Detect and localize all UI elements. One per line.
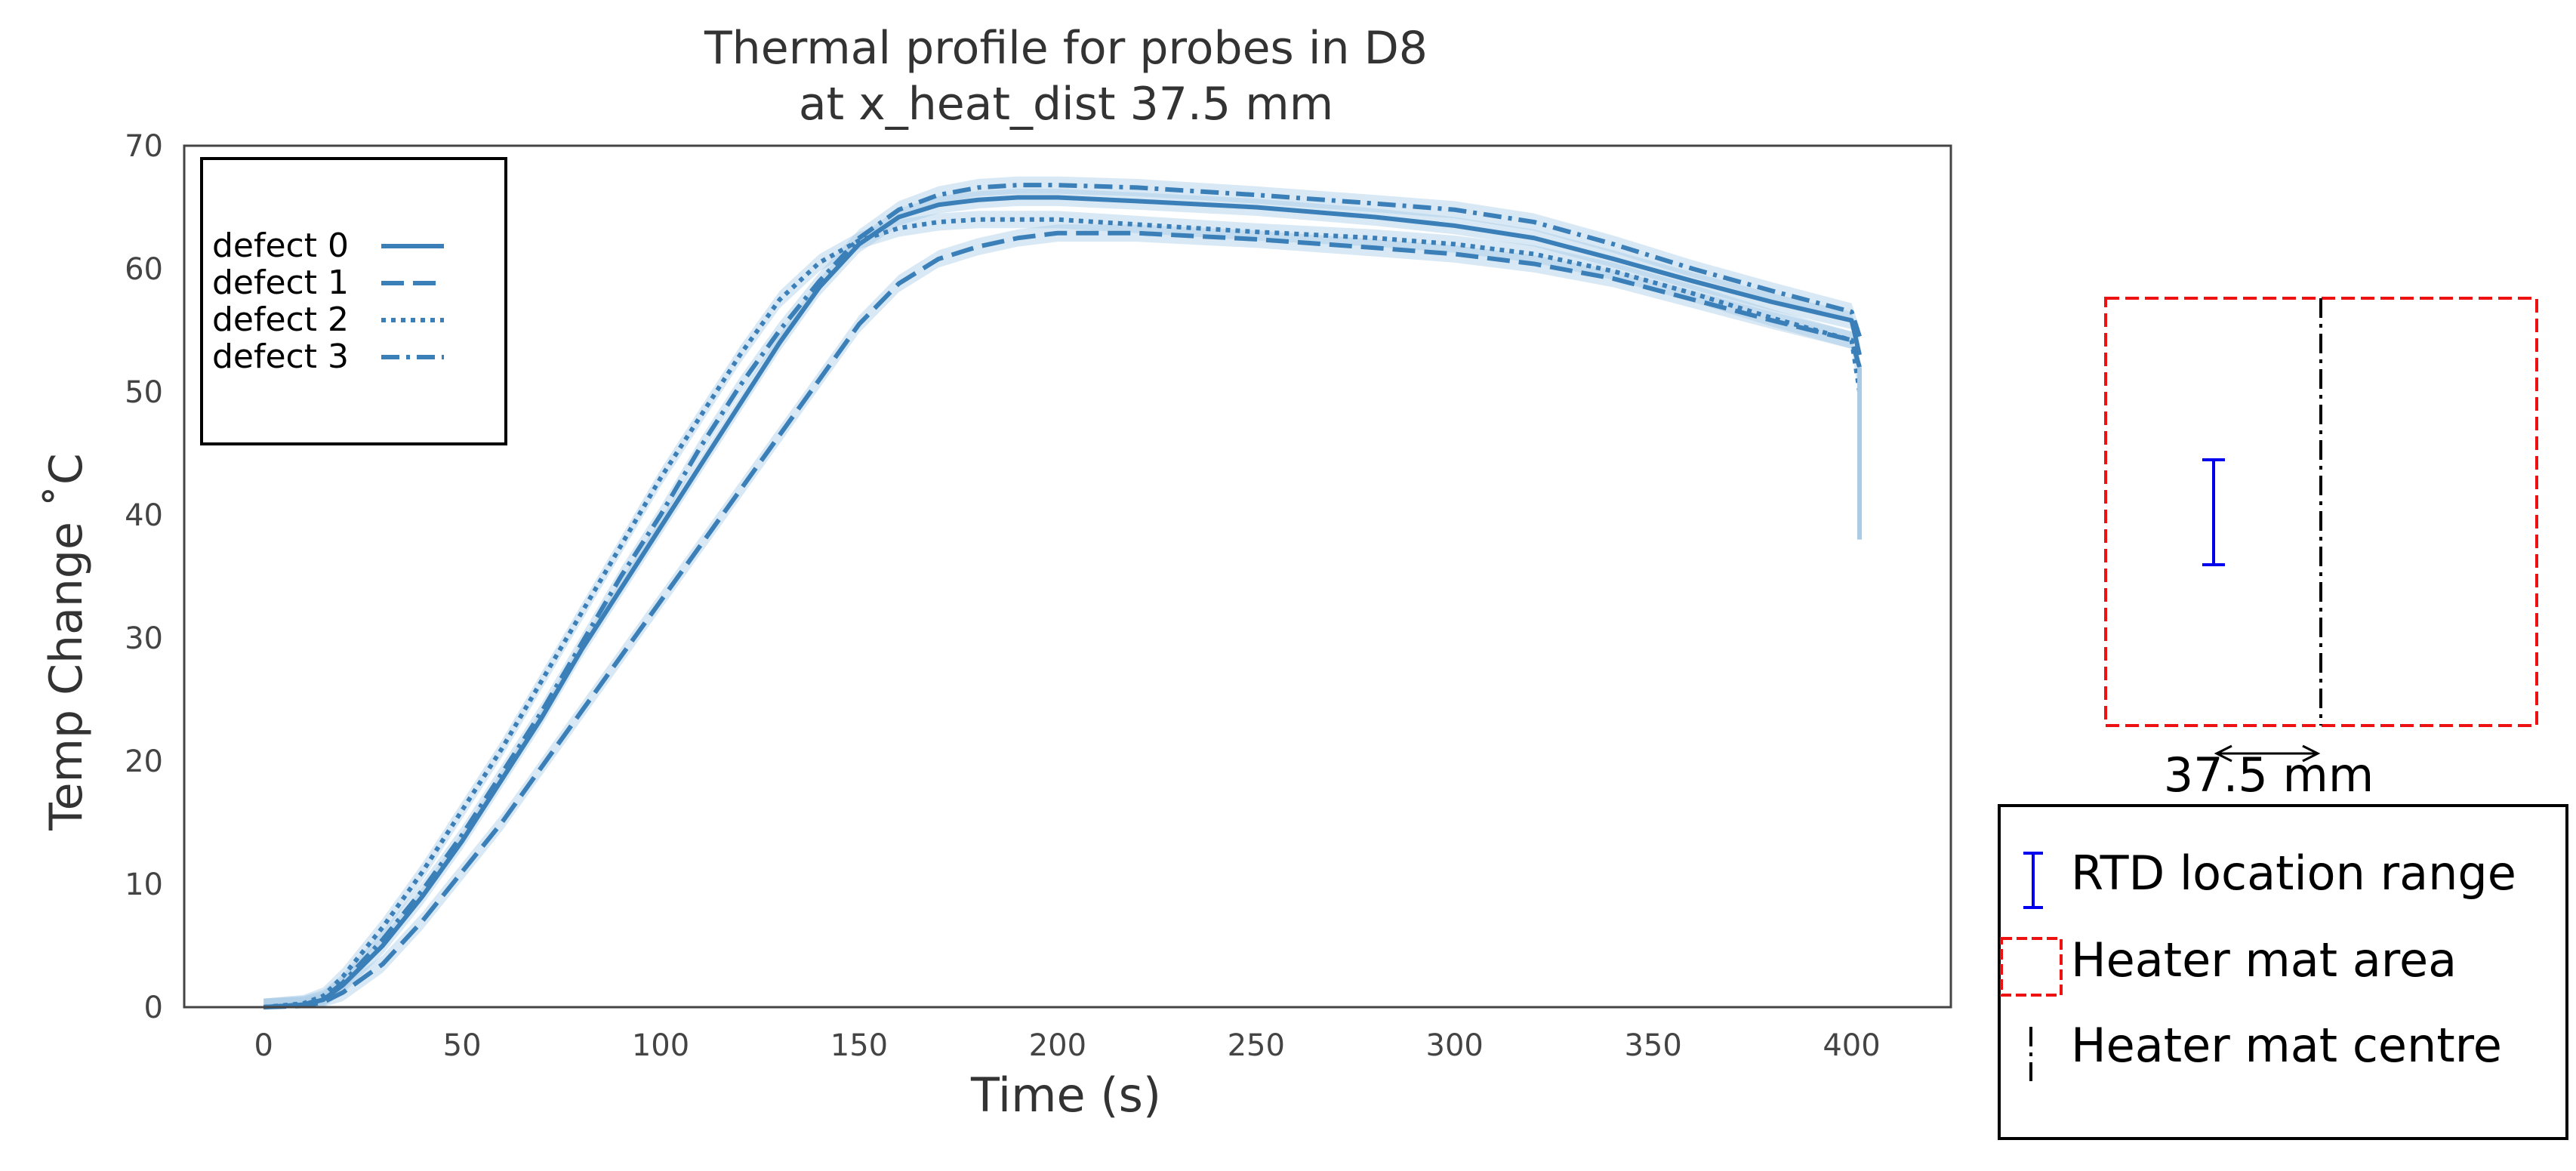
series-line-3 [263, 183, 1862, 1009]
series-line-1 [263, 230, 1862, 1009]
y-tick-label: 40 [125, 498, 163, 533]
legend-label-1: defect 1 [212, 263, 349, 302]
x-axis-label: Time (s) [970, 1068, 1161, 1123]
heater-mat-area [2104, 297, 2538, 727]
y-tick-label: 30 [125, 621, 163, 656]
legend-item-centre: Heater mat centre [2029, 1018, 2502, 1081]
legend-item-rtd: RTD location range [2023, 846, 2516, 909]
heater-mat-schematic: 37.5 mm [2104, 297, 2538, 803]
y-tick-label: 0 [144, 991, 163, 1025]
heater-mat-icon [2000, 937, 2063, 997]
rtd-range-icon [2023, 852, 2043, 909]
legend-label-2: defect 2 [212, 300, 349, 339]
series-layer [263, 176, 1863, 1009]
legend-label-3: defect 3 [212, 337, 349, 376]
series-line-0 [263, 195, 1862, 1009]
chart-subtitle: at x_heat_dist 37.5 mm [799, 78, 1333, 131]
legend-label-rtd: RTD location range [2071, 846, 2516, 901]
legend-label-centre: Heater mat centre [2071, 1018, 2502, 1073]
x-tick-label: 400 [1823, 1028, 1880, 1063]
x-tick-label: 100 [632, 1028, 689, 1063]
y-ticks: 0 10 20 30 40 50 60 70 [125, 129, 163, 1025]
chart-title: Thermal profile for probes in D8 [704, 22, 1428, 75]
y-tick-label: 50 [125, 375, 163, 410]
y-tick-label: 60 [125, 252, 163, 287]
x-tick-label: 50 [443, 1028, 482, 1063]
x-tick-label: 250 [1228, 1028, 1285, 1063]
legend-item-heater-mat: Heater mat area [2000, 932, 2457, 997]
series-band-2 [263, 211, 1860, 1007]
plot-area: 0 50 100 150 200 250 300 350 400 0 10 20 30 40 50 60 70 [125, 129, 1952, 1063]
x-tick-label: 300 [1426, 1028, 1484, 1063]
plot-frame [183, 144, 1952, 1009]
diagram-legend-box [1998, 804, 2568, 1140]
x-tick-label: 200 [1029, 1028, 1086, 1063]
chart-legend-box [200, 157, 507, 445]
y-tick-label: 70 [125, 129, 163, 164]
y-axis-label: Temp Change ˚C [40, 453, 93, 831]
x-tick-label: 350 [1624, 1028, 1681, 1063]
rtd-location-range [2202, 458, 2225, 566]
x-tick-label: 150 [830, 1028, 888, 1063]
x-ticks: 0 50 100 150 200 250 300 350 400 [254, 1028, 1880, 1063]
series-line-2 [263, 217, 1863, 1009]
x-tick-label: 0 [254, 1028, 273, 1063]
series-band-1 [263, 224, 1860, 1007]
dimension-arrow [2214, 744, 2321, 763]
dimension-label: 37.5 mm [2164, 747, 2374, 803]
y-tick-label: 20 [125, 744, 163, 779]
legend-label-heater-mat: Heater mat area [2071, 932, 2457, 988]
legend-label-0: defect 0 [212, 226, 349, 265]
y-tick-label: 10 [125, 867, 163, 902]
diagram-legend: RTD location range Heater mat area Heate… [1998, 804, 2568, 1140]
